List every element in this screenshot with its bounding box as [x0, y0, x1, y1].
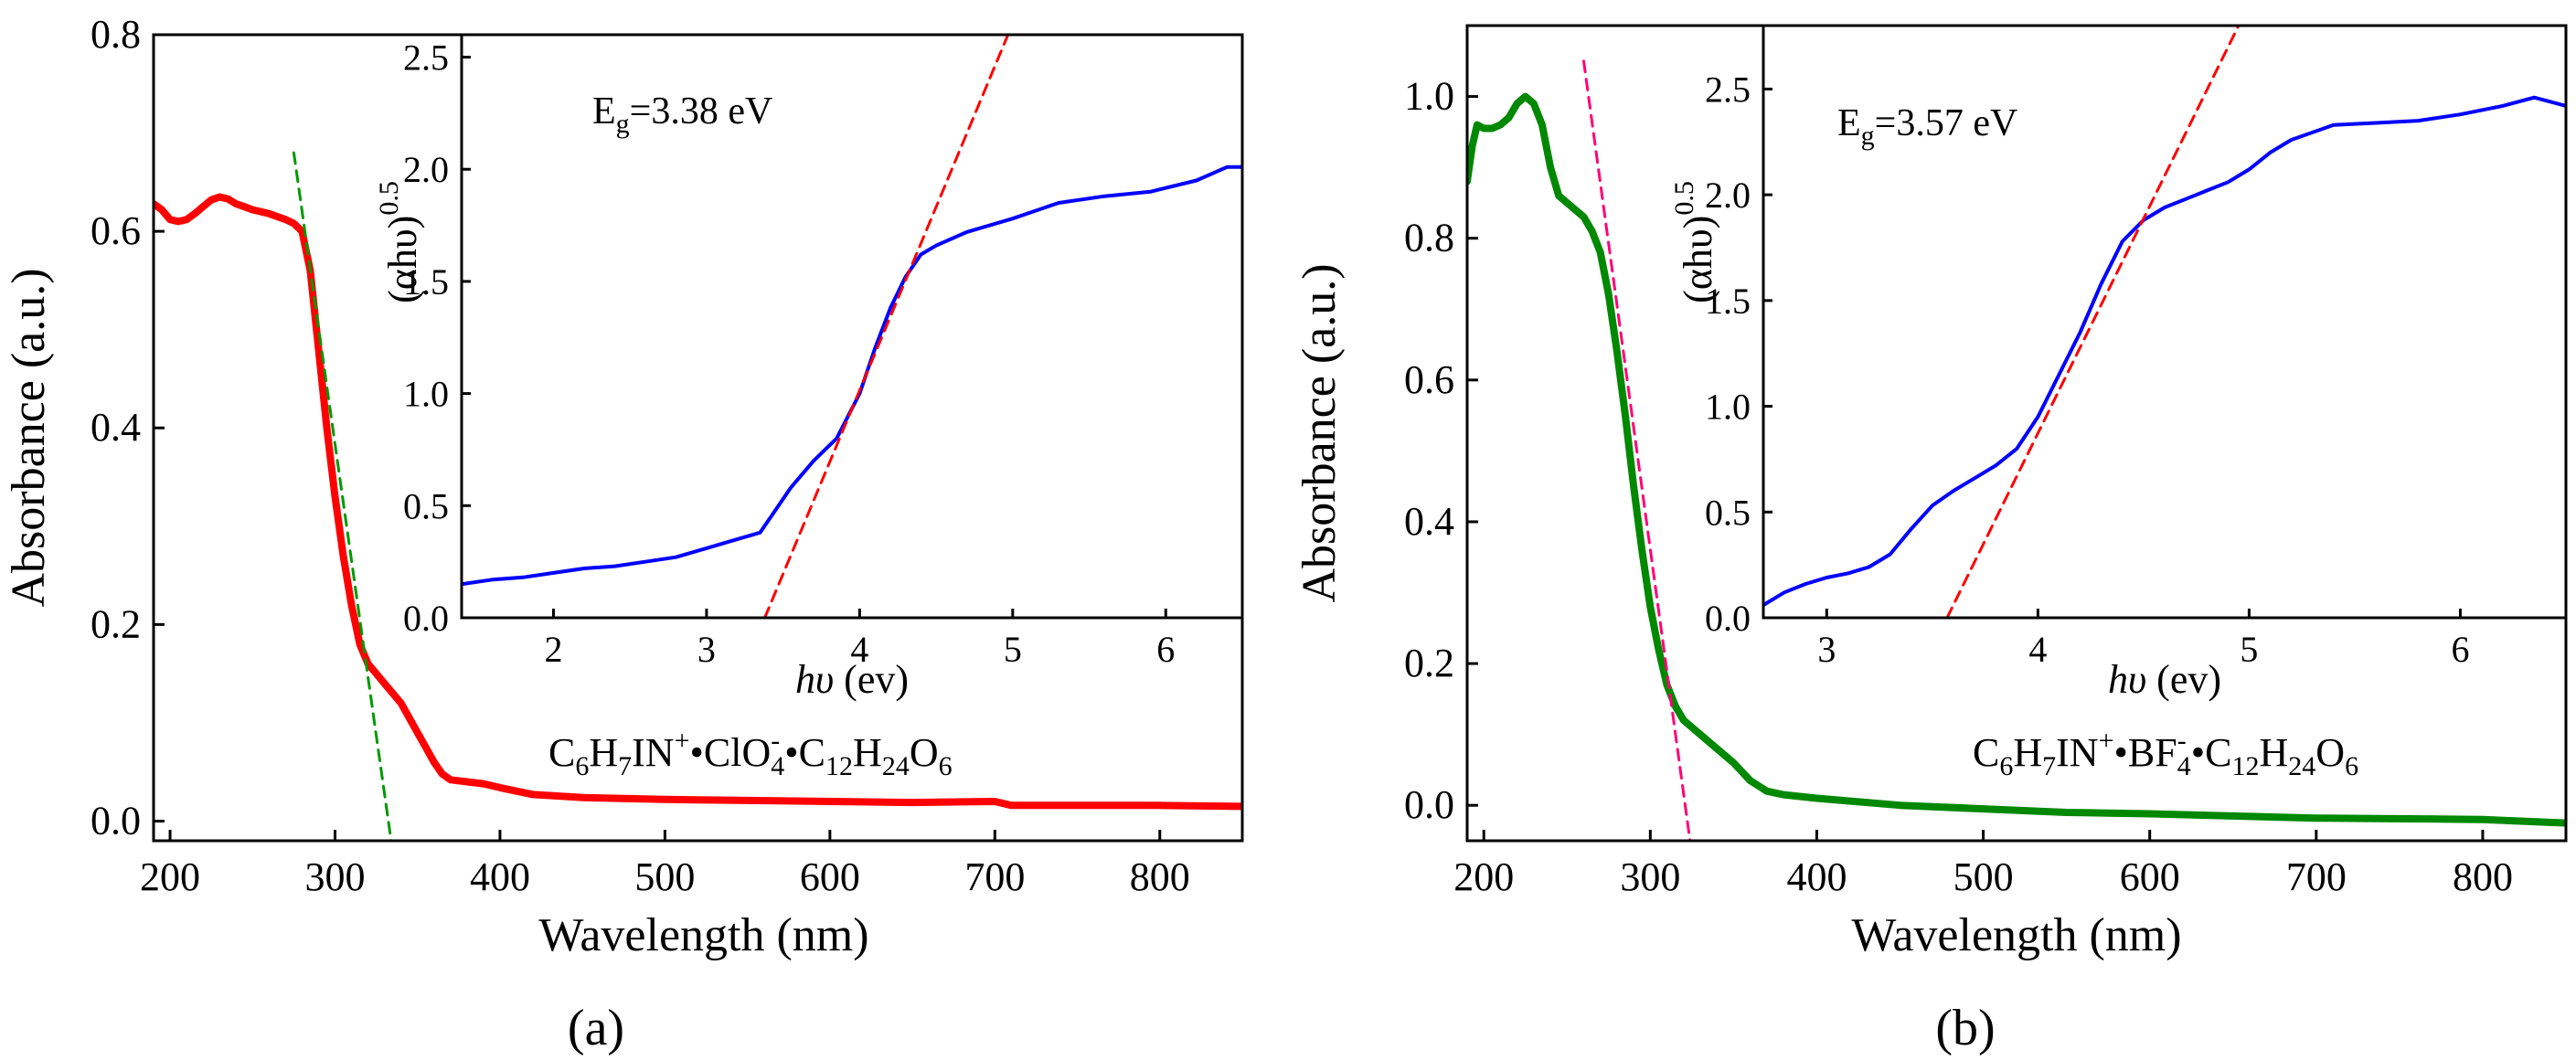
b-main-xtick-label: 600: [2120, 854, 2180, 899]
b-inset-ytick-label: 1.0: [1705, 387, 1751, 428]
panel-a: 200 300 400 500 600 700 800 0.0 0.2 0.4 0.6 0.8 Wav…: [3, 12, 1244, 961]
panel-b: 200 300 400 500 600 700 8000.00.20.40.60.81.0 …: [1293, 24, 2568, 961]
panel-b-inset-border: [1762, 24, 2568, 620]
a-inset-xtick-label: 2: [544, 629, 562, 670]
a-main-series-linear-fit: [292, 151, 393, 841]
b-inset-ytick-label: 0.5: [1705, 492, 1751, 533]
panel-label-b: (b): [1935, 1000, 1995, 1056]
a-main-ytick-label: 0.2: [90, 601, 141, 646]
b-main-series-absorbance: [1467, 92, 2566, 827]
a-main-ytick-label: 0.8: [90, 12, 141, 57]
a-inset-ytick-label: 2.0: [403, 149, 449, 190]
b-main-xtick-label: 800: [2453, 854, 2513, 899]
a-inset-ytick-label: 1.5: [403, 261, 449, 302]
b-main-ytick-label: 0.8: [1404, 216, 1454, 260]
a-main-xtick-label: 500: [634, 854, 695, 899]
b-inset-series-group: [1763, 26, 2566, 618]
b-inset-ytick-label: 2.5: [1705, 69, 1751, 110]
a-inset-ytick-label: 1.0: [403, 374, 449, 415]
a-inset-ytick-label: 2.5: [403, 37, 449, 79]
b-inset-ytick-label: 1.5: [1705, 281, 1751, 322]
b-main-xtick-label: 500: [1953, 854, 2014, 899]
panel-a-ylabel: Absorbance (a.u.): [3, 268, 55, 607]
b-inset-series-tangent: [1945, 26, 2241, 618]
a-main-xtick-label: 800: [1130, 854, 1190, 899]
panel-b-inset-ylabel: (αhυ)0.5: [1669, 181, 1720, 303]
b-main-xtick-label: 700: [2286, 854, 2347, 899]
b-inset-xtick-label: 4: [2028, 629, 2047, 670]
panel-a-inset-border: [460, 33, 1244, 620]
a-main-series-absorbance: [154, 193, 1242, 811]
panel-b-inset-frame: [1762, 24, 2568, 620]
a-main-ytick-label: 0.6: [90, 208, 141, 253]
a-inset-series-group: [462, 35, 1242, 618]
panel-label-a: (a): [568, 1000, 624, 1056]
a-main-xtick-label: 300: [305, 854, 366, 899]
panel-b-inset-xlabel: hυ (ev): [2108, 657, 2221, 702]
a-main-series-group: [154, 151, 1242, 841]
a-main-xtick-label: 400: [470, 854, 530, 899]
panel-a-xlabel: Wavelength (nm): [538, 909, 868, 961]
a-inset-ytick-label: 0.0: [403, 598, 449, 639]
b-inset-series-tauc: [1763, 95, 2566, 608]
panel-b-xlabel: Wavelength (nm): [1851, 909, 2181, 961]
a-inset-xtick-label: 6: [1156, 629, 1175, 670]
b-main-ytick-label: 0.6: [1404, 357, 1454, 402]
b-inset-ytick-label: 2.0: [1705, 175, 1751, 216]
b-main-ytick-label: 1.0: [1404, 74, 1454, 119]
a-inset-series-tangent: [763, 35, 1010, 618]
a-main-xtick-label: 600: [800, 854, 860, 899]
b-inset-ytick-label: 0.0: [1705, 598, 1751, 639]
b-main-ytick-label: 0.2: [1404, 641, 1454, 685]
a-inset-ytick-label: 0.5: [403, 485, 449, 526]
b-main-ytick-label: 0.4: [1404, 499, 1454, 544]
a-inset-xtick-label: 5: [1004, 629, 1022, 670]
panel-b-formula: C6H7IN+•BF-4•C12H24O6: [1973, 726, 2358, 781]
panel-b-gap-label: Eg=3.57 eV: [1837, 102, 2017, 151]
b-main-ytick-label: 0.0: [1404, 782, 1454, 827]
b-inset-xtick-label: 6: [2451, 629, 2469, 670]
panel-b-inset-axes: 3 4 5 6 0.0 0.5 1.0 1.5 2.0 2.5: [1705, 26, 2566, 670]
a-main-ytick-label: 0.4: [90, 405, 141, 450]
b-main-series-group: [1467, 59, 2566, 841]
a-inset-xtick-label: 4: [850, 629, 868, 670]
panel-a-main-axes: 200 300 400 500 600 700 800 0.0 0.2 0.4 0.6 0.8: [90, 12, 1242, 899]
a-main-xtick-label: 700: [964, 854, 1025, 899]
panel-b-ylabel: Absorbance (a.u.): [1293, 263, 1346, 602]
panel-a-formula: C6H7IN+•ClO-4•C12H24O6: [548, 726, 953, 781]
panel-a-inset-xlabel: hυ (ev): [795, 657, 909, 702]
a-main-xtick-label: 200: [140, 854, 200, 899]
b-main-xtick-label: 300: [1620, 854, 1680, 899]
a-inset-series-tauc: [462, 164, 1242, 587]
b-main-series-linear-fit: [1582, 59, 1692, 841]
panel-a-inset-ylabel: (αhυ)0.5: [374, 181, 425, 303]
b-inset-xtick-label: 3: [1817, 629, 1836, 670]
a-main-ytick-label: 0.0: [90, 798, 141, 843]
panel-b-main-axes: 200 300 400 500 600 700 800 0.0 0.2 0.4 0.6 0.8 1.0: [1404, 59, 2566, 899]
b-main-xtick-label: 400: [1786, 854, 1847, 899]
b-main-xtick-label: 200: [1453, 854, 1514, 899]
b-inset-xtick-label: 5: [2240, 629, 2258, 670]
a-inset-xtick-label: 3: [697, 629, 716, 670]
panel-a-inset-frame: [460, 33, 1244, 620]
panel-a-gap-label: Eg=3.38 eV: [592, 90, 772, 139]
panel-a-inset-axes: 2 3 4 5 6 0.0 0.5 1.0 1.5 2.0 2.5: [403, 35, 1242, 670]
